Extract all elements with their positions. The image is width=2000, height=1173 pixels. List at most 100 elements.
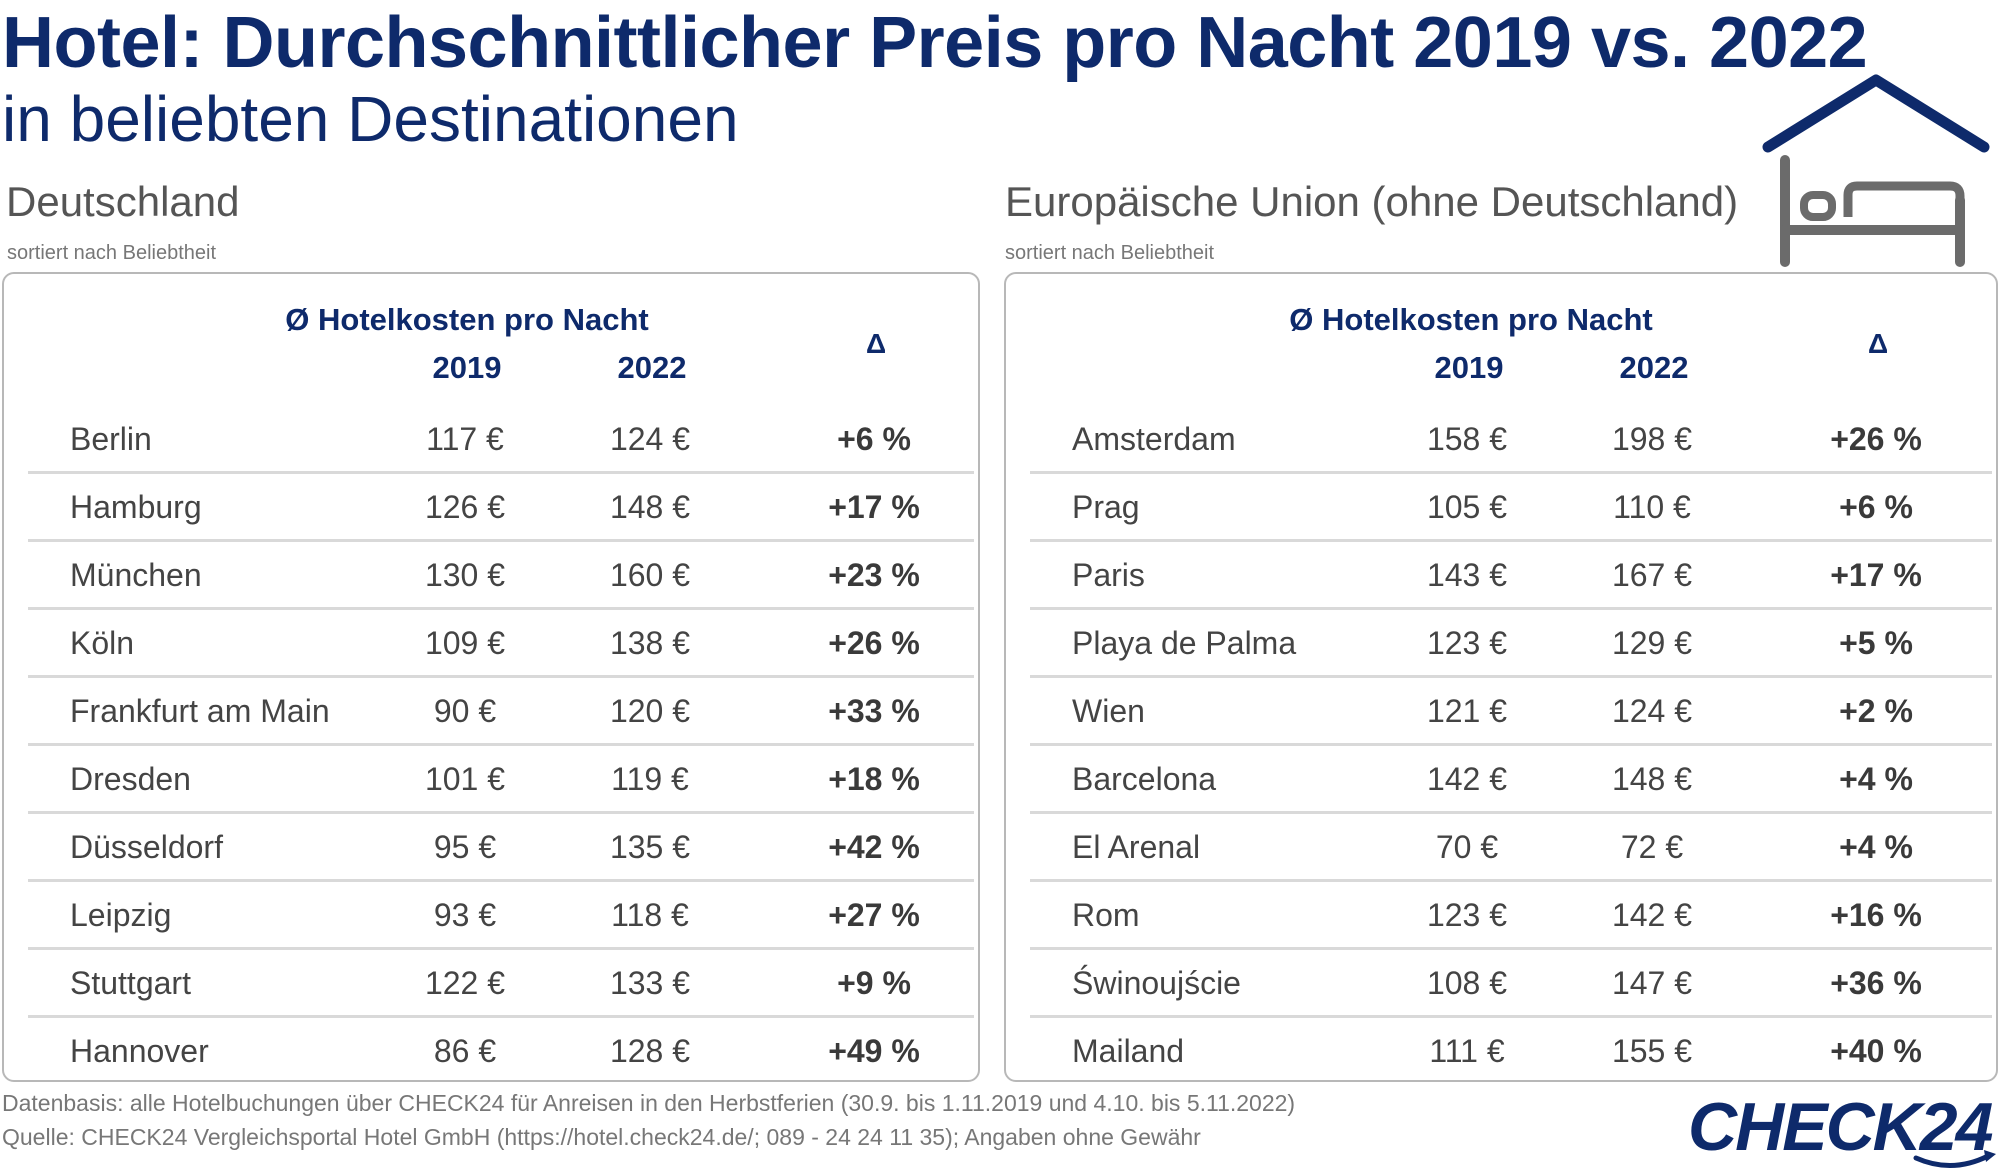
price-2019: 121 € xyxy=(1426,693,1508,729)
price-2022: 142 € xyxy=(1611,897,1693,933)
city-name: Berlin xyxy=(70,421,152,457)
price-2022: 124 € xyxy=(609,421,691,457)
price-2019: 143 € xyxy=(1426,557,1508,593)
table-row: Mailand 111 € 155 € +40 % xyxy=(1030,1018,1992,1086)
price-2022: 128 € xyxy=(609,1033,691,1069)
table-row: Playa de Palma 123 € 129 € +5 % xyxy=(1030,610,1992,678)
price-change: +26 % xyxy=(1830,421,1922,457)
page-subtitle: in beliebten Destinationen xyxy=(2,83,739,155)
price-2022: 110 € xyxy=(1613,489,1691,525)
city-name: Rom xyxy=(1072,897,1140,933)
table-row: München 130 € 160 € +23 % xyxy=(28,542,974,610)
header-cost-label: Ø Hotelkosten pro Nacht xyxy=(1289,302,1653,337)
table-deutschland: Ø Hotelkosten pro Nacht 2019 2022 Δ Berl… xyxy=(2,272,980,1082)
footnote-source: Quelle: CHECK24 Vergleichsportal Hotel G… xyxy=(2,1124,1201,1150)
price-change: +42 % xyxy=(828,829,920,865)
price-change: +4 % xyxy=(1839,829,1913,865)
table-row: Paris 143 € 167 € +17 % xyxy=(1030,542,1992,610)
table-row: El Arenal 70 € 72 € +4 % xyxy=(1030,814,1992,882)
city-name: Amsterdam xyxy=(1072,421,1236,457)
price-change: +26 % xyxy=(828,625,920,661)
price-2019: 117 € xyxy=(426,421,504,457)
price-2022: 133 € xyxy=(609,965,691,1001)
header-year-2019: 2019 xyxy=(432,350,502,385)
table-row: Hannover 86 € 128 € +49 % xyxy=(28,1018,974,1086)
table-row: Świnoujście 108 € 147 € +36 % xyxy=(1030,950,1992,1018)
price-2022: 160 € xyxy=(609,557,691,593)
price-2019: 123 € xyxy=(1426,897,1508,933)
price-2022: 198 € xyxy=(1611,421,1693,457)
price-2019: 108 € xyxy=(1426,965,1508,1001)
price-change: +49 % xyxy=(828,1033,920,1069)
table-row: Leipzig 93 € 118 € +27 % xyxy=(28,882,974,950)
city-name: Dresden xyxy=(70,761,191,797)
city-name: Prag xyxy=(1072,489,1140,525)
price-2022: 138 € xyxy=(609,625,691,661)
price-2022: 72 € xyxy=(1620,829,1684,865)
header-cost-label: Ø Hotelkosten pro Nacht xyxy=(285,302,649,337)
city-name: Playa de Palma xyxy=(1072,625,1297,661)
price-2022: 148 € xyxy=(609,489,691,525)
city-name: El Arenal xyxy=(1072,829,1201,865)
city-name: Frankfurt am Main xyxy=(70,693,330,729)
logo-text: CHECK24 xyxy=(1688,1089,1993,1165)
city-name: München xyxy=(70,557,202,593)
price-2019: 70 € xyxy=(1435,829,1499,865)
price-change: +16 % xyxy=(1830,897,1922,933)
price-change: +4 % xyxy=(1839,761,1913,797)
price-2022: 119 € xyxy=(611,761,689,797)
price-2019: 126 € xyxy=(424,489,506,525)
page-title: Hotel: Durchschnittlicher Preis pro Nach… xyxy=(2,3,1868,83)
header-year-2022: 2022 xyxy=(1619,350,1689,385)
header-delta: Δ xyxy=(1867,328,1889,359)
price-change: +33 % xyxy=(828,693,920,729)
table-rows-deutschland: Berlin 117 € 124 € +6 % Hamburg 126 € 14… xyxy=(28,406,974,1086)
table-row: Stuttgart 122 € 133 € +9 % xyxy=(28,950,974,1018)
price-change: +40 % xyxy=(1830,1033,1922,1069)
table-row: Amsterdam 158 € 198 € +26 % xyxy=(1030,406,1992,474)
city-name: Świnoujście xyxy=(1072,965,1241,1001)
price-change: +27 % xyxy=(828,897,920,933)
price-2019: 93 € xyxy=(433,897,497,933)
table-row: Barcelona 142 € 148 € +4 % xyxy=(1030,746,1992,814)
price-2022: 118 € xyxy=(611,897,689,933)
price-change: +17 % xyxy=(828,489,920,525)
table-row: Düsseldorf 95 € 135 € +42 % xyxy=(28,814,974,882)
footnote-data-basis: Datenbasis: alle Hotelbuchungen über CHE… xyxy=(2,1090,1296,1116)
table-row: Hamburg 126 € 148 € +17 % xyxy=(28,474,974,542)
price-change: +9 % xyxy=(837,965,911,1001)
table-row: Berlin 117 € 124 € +6 % xyxy=(28,406,974,474)
price-change: +6 % xyxy=(837,421,911,457)
header-year-2022: 2022 xyxy=(617,350,687,385)
price-change: +17 % xyxy=(1830,557,1922,593)
city-name: Köln xyxy=(70,625,135,661)
price-2019: 95 € xyxy=(433,829,497,865)
price-2019: 90 € xyxy=(433,693,497,729)
price-2019: 122 € xyxy=(424,965,506,1001)
city-name: Paris xyxy=(1072,557,1145,593)
price-2022: 147 € xyxy=(1611,965,1693,1001)
table-row: Wien 121 € 124 € +2 % xyxy=(1030,678,1992,746)
table-eu: Ø Hotelkosten pro Nacht 2019 2022 Δ Amst… xyxy=(1004,272,1998,1082)
header-delta: Δ xyxy=(865,328,887,359)
city-name: Hannover xyxy=(70,1033,209,1069)
price-2019: 130 € xyxy=(424,557,506,593)
price-2019: 158 € xyxy=(1426,421,1508,457)
city-name: Leipzig xyxy=(70,897,172,933)
table-row: Dresden 101 € 119 € +18 % xyxy=(28,746,974,814)
price-change: +6 % xyxy=(1839,489,1913,525)
header-year-2019: 2019 xyxy=(1434,350,1504,385)
price-2019: 105 € xyxy=(1426,489,1508,525)
city-name: Barcelona xyxy=(1072,761,1217,797)
section-note-eu: sortiert nach Beliebtheit xyxy=(1005,242,1215,264)
price-change: +5 % xyxy=(1839,625,1913,661)
price-2022: 148 € xyxy=(1611,761,1693,797)
section-title-eu: Europäische Union (ohne Deutschland) xyxy=(1005,178,1739,225)
table-row: Frankfurt am Main 90 € 120 € +33 % xyxy=(28,678,974,746)
price-change: +2 % xyxy=(1839,693,1913,729)
table-rows-eu: Amsterdam 158 € 198 € +26 % Prag 105 € 1… xyxy=(1030,406,1992,1086)
city-name: Düsseldorf xyxy=(70,829,223,865)
section-title-deutschland: Deutschland xyxy=(6,178,240,225)
price-2022: 155 € xyxy=(1611,1033,1693,1069)
price-change: +23 % xyxy=(828,557,920,593)
